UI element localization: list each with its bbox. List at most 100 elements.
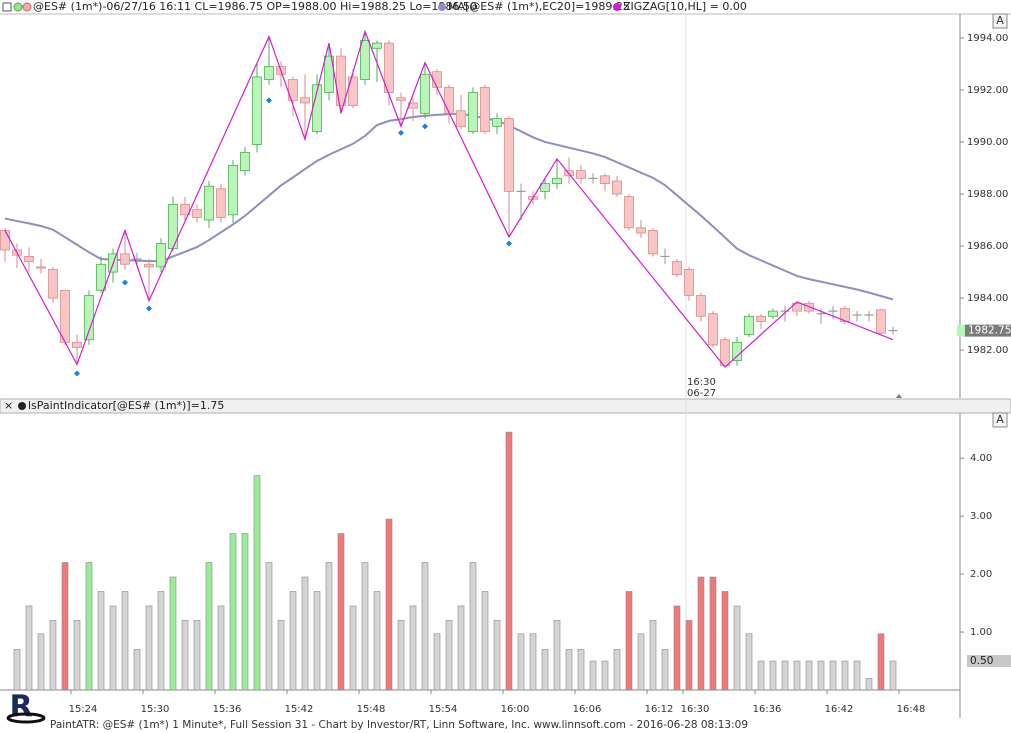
pivot-marker <box>74 370 80 377</box>
candle-body <box>468 92 478 132</box>
scale-button[interactable] <box>992 13 1008 29</box>
candle-body <box>684 269 694 296</box>
bar <box>313 591 321 691</box>
bar <box>841 660 849 691</box>
bar <box>577 649 585 691</box>
cursor-date: 06-27 <box>687 388 716 399</box>
candle-body <box>792 302 802 312</box>
bar <box>793 660 801 691</box>
bar <box>229 533 237 691</box>
bar <box>277 620 285 691</box>
candle-body <box>444 86 454 114</box>
candle-body <box>720 339 730 367</box>
y-tick-label: 1.00 <box>970 627 992 638</box>
x-tick-label: 15:42 <box>285 704 314 715</box>
zigzag-legend: ZIGZAG[10,HL] = 0.00 <box>623 0 747 13</box>
bar <box>541 649 549 691</box>
candle-body <box>24 256 34 263</box>
y-tick-label: 1994.00 <box>967 33 1008 44</box>
indicator-header <box>0 398 1011 414</box>
candle-body <box>144 263 154 268</box>
candle-body <box>84 295 94 341</box>
x-tick-label: 16:00 <box>501 704 530 715</box>
candle-body <box>72 341 82 348</box>
scale-button-label[interactable]: A <box>996 413 1004 426</box>
last-price-label: 1982.75 <box>968 325 1011 337</box>
logo-swoosh <box>6 712 46 724</box>
x-tick-label: 16:48 <box>897 704 926 715</box>
candle-body <box>636 227 646 234</box>
bar <box>181 620 189 691</box>
candle-body <box>360 40 370 80</box>
bar <box>493 620 501 691</box>
bar <box>61 562 69 691</box>
bar <box>637 633 645 691</box>
bar <box>829 660 837 691</box>
candle-body <box>696 295 706 317</box>
zigzag-line <box>4 29 894 368</box>
close-button[interactable]: × <box>4 399 13 412</box>
bar <box>865 678 873 691</box>
scale-button[interactable] <box>992 412 1008 428</box>
bar <box>433 633 441 691</box>
candle-body <box>348 76 358 106</box>
ma-legend-icon <box>438 3 446 11</box>
pivot-marker <box>398 129 404 136</box>
bar <box>565 649 573 691</box>
scroll-marker <box>896 394 902 398</box>
bar <box>613 649 621 691</box>
bar <box>889 660 897 691</box>
bar <box>121 591 129 691</box>
y-tick-label: 1984.00 <box>967 293 1008 304</box>
candle-body <box>60 289 70 343</box>
bar <box>505 431 513 691</box>
bar <box>625 591 633 691</box>
candle-body <box>540 183 550 192</box>
bar <box>733 605 741 691</box>
close-icon[interactable] <box>2 2 12 12</box>
pivot-marker <box>122 279 128 286</box>
candle-body <box>204 185 214 221</box>
x-tick-label: 16:06 <box>573 704 602 715</box>
bar <box>325 562 333 691</box>
last-value-box <box>967 655 1011 668</box>
candle-body <box>384 42 394 93</box>
bar <box>109 605 117 691</box>
y-tick-label: 1990.00 <box>967 137 1008 148</box>
candle-body <box>624 196 634 229</box>
bar <box>337 533 345 691</box>
price-title: @ES# (1m*)-06/27/16 16:11 CL=1986.75 OP=… <box>33 0 477 13</box>
bar <box>145 605 153 691</box>
candle-body <box>252 76 262 145</box>
bar <box>601 660 609 691</box>
candle-body <box>456 110 466 127</box>
candle-body <box>744 315 754 335</box>
y-tick-label: 2.00 <box>970 569 992 580</box>
scale-button-label[interactable]: A <box>996 14 1004 27</box>
bar <box>397 620 405 691</box>
x-tick-label: 16:42 <box>825 704 854 715</box>
indicator-icon <box>18 402 26 410</box>
candle-body <box>480 86 490 132</box>
candle-body <box>156 243 166 268</box>
bar <box>553 620 561 691</box>
candle-body <box>324 55 334 93</box>
y-tick-label: 4.00 <box>970 453 992 464</box>
bar <box>265 562 273 691</box>
candle-body <box>180 204 190 216</box>
down-icon <box>22 2 32 12</box>
price-header <box>0 0 1011 14</box>
candle-body <box>612 180 622 195</box>
bar <box>73 620 81 691</box>
bar <box>169 576 177 691</box>
logo: R <box>6 690 46 728</box>
candle-body <box>420 73 430 114</box>
candle-body <box>288 79 298 101</box>
x-tick-label: 15:36 <box>213 704 242 715</box>
bar <box>589 660 597 691</box>
x-tick-label: 15:48 <box>357 704 386 715</box>
bar <box>301 576 309 691</box>
bar <box>85 562 93 691</box>
candle-body <box>840 308 850 322</box>
bar <box>349 605 357 691</box>
